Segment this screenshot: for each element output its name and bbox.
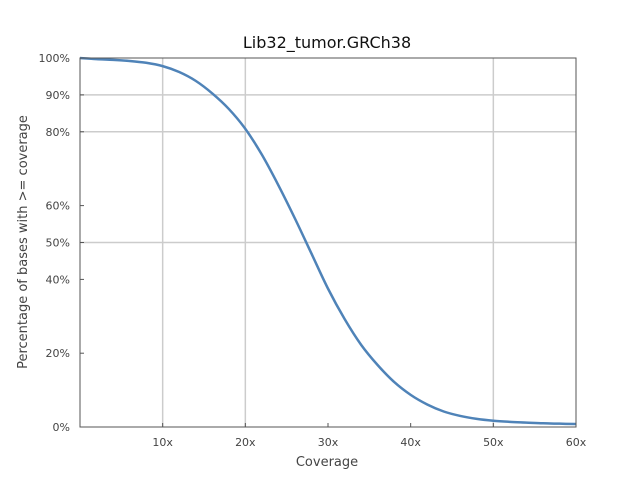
y-tick-label: 0%: [53, 421, 70, 434]
coverage-series-line: [79, 56, 577, 426]
plot-area: [79, 56, 577, 426]
y-tick-label: 50%: [46, 237, 70, 250]
x-tick-label: 40x: [400, 436, 421, 449]
y-tick-label: 90%: [46, 89, 70, 102]
y-axis-label: Percentage of bases with >= coverage: [16, 115, 31, 369]
y-axis-ticks: 0% 20% 40% 50% 60% 80% 90% 100%: [39, 52, 84, 434]
y-tick-label: 100%: [39, 52, 70, 65]
chart-title: Lib32_tumor.GRCh38: [243, 33, 411, 53]
x-axis-label: Coverage: [296, 455, 358, 470]
x-tick-label: 10x: [152, 436, 173, 449]
x-tick-label: 50x: [483, 436, 504, 449]
grid: [80, 58, 576, 427]
y-tick-label: 60%: [46, 200, 70, 213]
x-tick-label: 30x: [318, 436, 339, 449]
y-tick-label: 40%: [46, 273, 70, 286]
y-tick-label: 20%: [46, 347, 70, 360]
x-tick-label: 20x: [235, 436, 256, 449]
x-axis-ticks: 10x 20x 30x 40x 50x 60x: [152, 423, 587, 449]
y-tick-label: 80%: [46, 126, 70, 139]
x-tick-label: 60x: [566, 436, 587, 449]
